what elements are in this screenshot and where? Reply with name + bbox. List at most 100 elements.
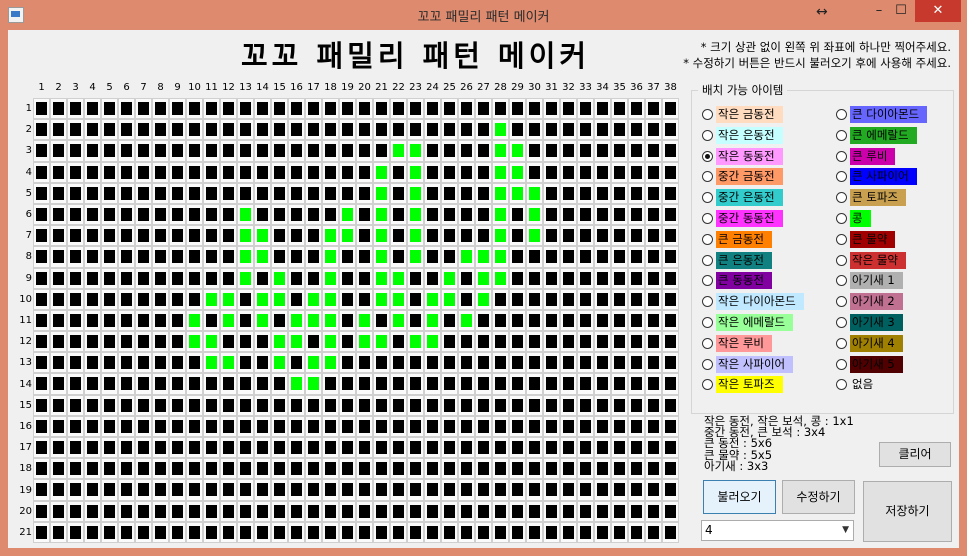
grid-cell[interactable]: [152, 458, 169, 480]
grid-cell[interactable]: [441, 373, 458, 395]
grid-cell[interactable]: [662, 267, 679, 289]
radio-dot-icon[interactable]: [836, 233, 847, 245]
grid-cell[interactable]: [33, 161, 50, 183]
grid-cell[interactable]: [441, 331, 458, 353]
grid-cell[interactable]: [67, 267, 84, 289]
grid-cell[interactable]: [101, 203, 118, 226]
grid-cell[interactable]: [628, 98, 645, 120]
grid-cell[interactable]: [237, 309, 254, 332]
grid-cell-filled[interactable]: [441, 267, 458, 289]
grid-cell[interactable]: [662, 119, 679, 141]
grid-cell-filled[interactable]: [322, 352, 339, 374]
item-radio[interactable]: 작은 루비: [702, 334, 772, 352]
grid-cell[interactable]: [305, 140, 322, 162]
grid-cell[interactable]: [305, 394, 322, 416]
item-radio[interactable]: 중간 은동전: [702, 189, 783, 207]
radio-dot-icon[interactable]: [702, 317, 713, 328]
grid-cell[interactable]: [458, 225, 475, 247]
grid-cell-filled[interactable]: [390, 140, 407, 162]
grid-cell[interactable]: [611, 267, 628, 289]
grid-cell[interactable]: [271, 415, 288, 437]
grid-cell[interactable]: [611, 140, 628, 162]
grid-cell[interactable]: [611, 479, 628, 501]
grid-cell[interactable]: [101, 373, 118, 395]
grid-cell[interactable]: [118, 119, 135, 141]
grid-cell[interactable]: [135, 225, 152, 247]
grid-cell-filled[interactable]: [407, 182, 424, 204]
grid-cell[interactable]: [560, 458, 577, 480]
grid-cell[interactable]: [237, 500, 254, 522]
item-radio[interactable]: 큰 에메랄드: [836, 126, 917, 144]
grid-cell[interactable]: [424, 437, 441, 459]
grid-cell[interactable]: [118, 331, 135, 353]
grid-cell[interactable]: [543, 331, 560, 353]
grid-cell[interactable]: [475, 331, 492, 353]
grid-cell[interactable]: [237, 479, 254, 501]
grid-cell[interactable]: [543, 161, 560, 183]
grid-cell[interactable]: [186, 203, 203, 226]
grid-cell[interactable]: [101, 98, 118, 120]
grid-cell-filled[interactable]: [203, 288, 220, 310]
grid-cell[interactable]: [356, 246, 373, 268]
grid-cell[interactable]: [458, 331, 475, 353]
grid-cell[interactable]: [84, 352, 101, 374]
grid-cell[interactable]: [526, 161, 543, 183]
grid-cell[interactable]: [67, 500, 84, 522]
grid-cell[interactable]: [509, 309, 526, 332]
grid-cell-filled[interactable]: [373, 288, 390, 310]
grid-cell-filled[interactable]: [339, 203, 356, 226]
grid-cell[interactable]: [441, 182, 458, 204]
grid-cell[interactable]: [220, 394, 237, 416]
grid-cell[interactable]: [424, 479, 441, 501]
grid-cell[interactable]: [475, 140, 492, 162]
grid-cell[interactable]: [135, 394, 152, 416]
grid-cell[interactable]: [577, 352, 594, 374]
grid-cell-filled[interactable]: [509, 161, 526, 183]
grid-cell[interactable]: [543, 288, 560, 310]
grid-cell[interactable]: [560, 331, 577, 353]
grid-cell-filled[interactable]: [407, 161, 424, 183]
grid-cell[interactable]: [186, 437, 203, 459]
grid-cell[interactable]: [203, 479, 220, 501]
grid-cell[interactable]: [305, 203, 322, 226]
grid-cell[interactable]: [509, 352, 526, 374]
grid-cell[interactable]: [339, 500, 356, 522]
grid-cell[interactable]: [645, 98, 662, 120]
item-radio[interactable]: 작은 에메랄드: [702, 314, 794, 331]
grid-cell[interactable]: [84, 140, 101, 162]
radio-dot-icon[interactable]: [836, 109, 847, 120]
grid-cell[interactable]: [118, 225, 135, 247]
grid-cell[interactable]: [407, 309, 424, 332]
grid-cell[interactable]: [407, 521, 424, 543]
radio-dot-icon[interactable]: [702, 129, 713, 141]
grid-cell[interactable]: [33, 140, 50, 162]
grid-cell[interactable]: [526, 119, 543, 141]
grid-cell[interactable]: [220, 458, 237, 480]
grid-cell[interactable]: [594, 458, 611, 480]
grid-cell[interactable]: [373, 309, 390, 332]
grid-cell[interactable]: [509, 288, 526, 310]
grid-cell[interactable]: [271, 309, 288, 332]
grid-cell[interactable]: [475, 373, 492, 395]
item-radio[interactable]: 작은 토파즈: [702, 376, 783, 394]
grid-cell[interactable]: [407, 98, 424, 120]
grid-cell-filled[interactable]: [390, 267, 407, 289]
radio-dot-icon[interactable]: [702, 337, 713, 349]
radio-dot-icon[interactable]: [702, 171, 713, 183]
grid-cell[interactable]: [186, 140, 203, 162]
grid-cell[interactable]: [186, 415, 203, 437]
grid-cell[interactable]: [254, 140, 271, 162]
grid-cell[interactable]: [169, 394, 186, 416]
grid-cell-filled[interactable]: [373, 331, 390, 353]
grid-cell[interactable]: [492, 331, 509, 353]
grid-cell[interactable]: [118, 140, 135, 162]
grid-cell[interactable]: [169, 161, 186, 183]
grid-cell[interactable]: [339, 140, 356, 162]
grid-cell[interactable]: [288, 288, 305, 310]
grid-cell[interactable]: [169, 98, 186, 120]
grid-cell[interactable]: [237, 98, 254, 120]
grid-cell[interactable]: [186, 225, 203, 247]
grid-cell[interactable]: [424, 203, 441, 226]
radio-dot-icon[interactable]: [836, 275, 847, 287]
grid-cell[interactable]: [577, 98, 594, 120]
